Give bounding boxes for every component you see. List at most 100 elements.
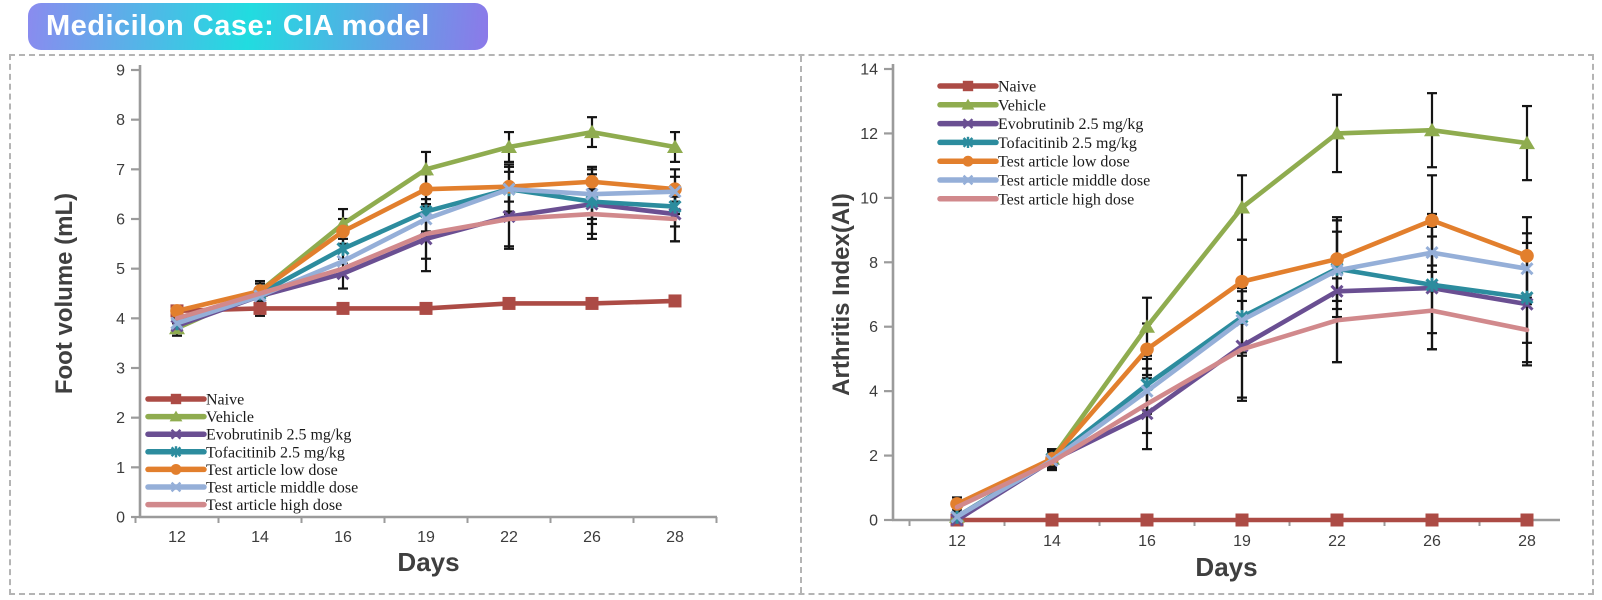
- legend-label: Evobrutinib 2.5 mg/kg: [998, 116, 1143, 133]
- x-tick-label: 28: [666, 529, 684, 546]
- legend-label: Test article low dose: [998, 154, 1130, 171]
- legend-label: Naive: [206, 392, 244, 409]
- marker-square: [1045, 513, 1059, 527]
- marker-circle: [585, 174, 599, 189]
- marker-square: [1235, 513, 1249, 527]
- legend-item: Vehicle: [145, 409, 254, 426]
- legend-label: Test article low dose: [206, 462, 338, 479]
- y-tick-label: 6: [869, 319, 878, 336]
- marker-x: [1235, 313, 1249, 327]
- legend-label: Evobrutinib 2.5 mg/kg: [206, 427, 351, 444]
- legend-label: Tofacitinib 2.5 mg/kg: [206, 444, 345, 461]
- y-tick-label: 4: [869, 384, 878, 401]
- marker-square: [502, 296, 516, 310]
- y-tick-label: 5: [116, 261, 125, 278]
- marker-square: [253, 301, 267, 315]
- marker-triangle: [169, 410, 183, 422]
- series-naive: [950, 513, 1534, 527]
- marker-x: [668, 185, 682, 199]
- figure-frame: [9, 54, 1594, 595]
- marker-square: [1520, 513, 1534, 527]
- y-tick-label: 2: [116, 410, 125, 427]
- marker-x: [502, 182, 516, 196]
- marker-square: [668, 294, 682, 308]
- y-tick-label: 2: [869, 448, 878, 465]
- x-tick-label: 12: [168, 529, 186, 546]
- title-badge: Medicilon Case: CIA model: [28, 3, 488, 50]
- y-tick-label: 1: [116, 460, 125, 477]
- marker-triangle: [1519, 135, 1535, 150]
- legend-item: Tofacitinib 2.5 mg/kg: [145, 444, 345, 461]
- x-tick-label: 22: [1328, 533, 1346, 550]
- legend-item: Test article low dose: [145, 462, 338, 479]
- series-line: [954, 308, 1530, 510]
- y-tick-label: 0: [869, 513, 878, 530]
- marker-square: [962, 80, 974, 92]
- legend-item: Test article high dose: [937, 191, 1134, 208]
- x-tick-label: 26: [1423, 533, 1441, 550]
- x-tick-label: 22: [500, 529, 518, 546]
- marker-circle: [1520, 249, 1534, 263]
- legend-label: Vehicle: [206, 409, 254, 426]
- marker-square: [1425, 513, 1439, 527]
- legend-item: Test article low dose: [937, 154, 1130, 171]
- x-tick-label: 19: [417, 529, 435, 546]
- legend-label: Naive: [998, 79, 1036, 96]
- marker-triangle: [584, 124, 600, 139]
- legend-label: Test article middle dose: [998, 173, 1150, 190]
- y-tick-label: 0: [116, 510, 125, 527]
- marker-triangle: [1139, 319, 1155, 333]
- y-tick-label: 8: [116, 112, 125, 129]
- x-tick-label: 19: [1233, 533, 1251, 550]
- x-tick-label: 14: [251, 529, 269, 546]
- marker-x: [1330, 284, 1344, 298]
- marker-circle: [336, 224, 350, 239]
- marker-x: [585, 187, 599, 201]
- x-axis-title: Days: [397, 547, 459, 577]
- marker-x: [170, 428, 182, 440]
- marker-triangle: [1424, 122, 1440, 137]
- marker-circle: [1425, 213, 1439, 228]
- marker-circle: [170, 304, 184, 318]
- marker-x: [1140, 407, 1154, 421]
- marker-triangle: [961, 98, 975, 110]
- marker-circle: [962, 155, 974, 167]
- series-test-article-high-dose: [954, 308, 1530, 510]
- y-tick-label: 6: [116, 212, 125, 229]
- legend-label: Test article high dose: [206, 497, 342, 514]
- panel-divider: [800, 56, 802, 593]
- legend-item: Evobrutinib 2.5 mg/kg: [145, 427, 351, 444]
- legend-item: Evobrutinib 2.5 mg/kg: [937, 116, 1143, 133]
- x-tick-label: 16: [334, 529, 352, 546]
- x-tick-label: 14: [1043, 533, 1061, 550]
- marker-square: [336, 301, 350, 315]
- marker-circle: [170, 463, 182, 475]
- y-tick-label: 4: [116, 311, 125, 328]
- marker-x: [336, 267, 350, 281]
- marker-circle: [1235, 274, 1249, 289]
- marker-square: [585, 296, 599, 310]
- marker-triangle: [667, 139, 683, 153]
- marker-triangle: [1234, 200, 1250, 214]
- x-tick-label: 26: [583, 529, 601, 546]
- y-tick-label: 8: [869, 255, 878, 272]
- marker-x: [1425, 246, 1439, 260]
- marker-x: [1520, 262, 1534, 276]
- legend-item: Naive: [937, 79, 1036, 96]
- y-axis-title: Arthritis Index(AI): [828, 193, 855, 396]
- marker-triangle: [1329, 125, 1345, 140]
- marker-x: [950, 510, 964, 524]
- y-tick-label: 7: [116, 162, 125, 179]
- marker-circle: [1140, 342, 1154, 357]
- y-tick-label: 3: [116, 361, 125, 378]
- series-line: [174, 211, 678, 321]
- legend-item: Vehicle: [937, 97, 1046, 114]
- series-test-article-high-dose: [174, 211, 678, 321]
- legend-label: Test article high dose: [998, 191, 1134, 208]
- x-tick-label: 12: [948, 533, 966, 550]
